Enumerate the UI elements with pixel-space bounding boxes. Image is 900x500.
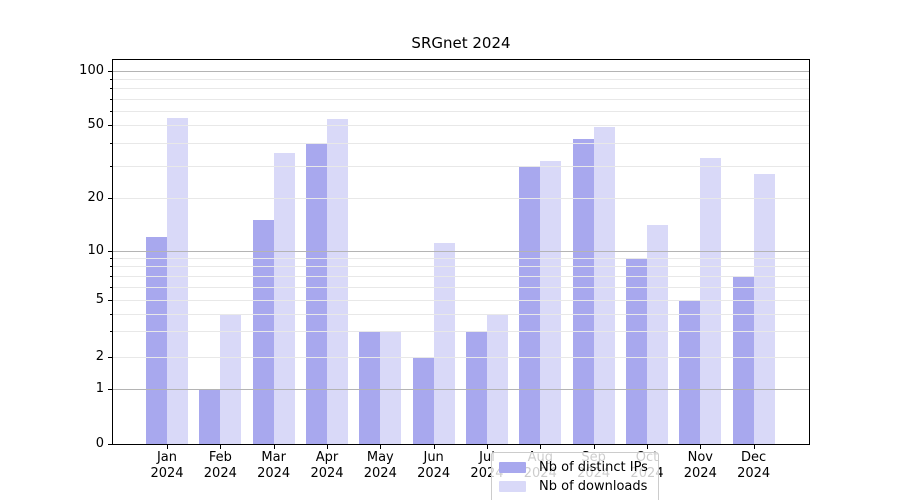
gridline-30	[113, 165, 809, 167]
x-tick-label-nov: Nov 2024	[683, 450, 717, 481]
legend-label-downloads: Nb of downloads	[539, 479, 648, 494]
y-minortick-80	[110, 88, 112, 89]
gridline-7	[113, 275, 809, 277]
bar-jun-downloads	[433, 243, 455, 444]
x-tick-label-feb: Feb 2024	[203, 450, 237, 481]
y-tick-2	[108, 357, 112, 358]
x-tick-label-apr: Apr 2024	[310, 450, 344, 481]
chart-title: SRGnet 2024	[411, 34, 511, 52]
y-tick-label-50: 50	[87, 117, 104, 132]
gridline-60	[113, 110, 809, 112]
y-minortick-9	[110, 258, 112, 259]
y-minortick-7	[110, 276, 112, 277]
plot-area: Nb of distinct IPs Nb of downloads	[112, 59, 810, 500]
bar-aug-distinct-ips	[519, 165, 541, 444]
gridline-2	[113, 356, 809, 358]
y-tick-label-1: 1	[95, 380, 104, 396]
y-tick-label-100: 100	[79, 63, 104, 78]
bar-dec-downloads	[753, 174, 775, 444]
x-tick-jan	[167, 445, 168, 449]
y-minortick-3	[110, 331, 112, 332]
x-tick-label-mar: Mar 2024	[257, 450, 291, 481]
bar-aug-downloads	[540, 160, 562, 444]
x-tick-label-dec: Dec 2024	[737, 450, 771, 481]
y-minortick-90	[110, 79, 112, 80]
bar-nov-distinct-ips	[679, 300, 701, 444]
y-minortick-8	[110, 266, 112, 267]
y-tick-label-5: 5	[95, 292, 104, 307]
gridline-1	[113, 388, 809, 390]
gridline-80	[113, 88, 809, 90]
bar-jan-downloads	[167, 117, 188, 444]
bar-sep-downloads	[593, 126, 615, 444]
legend-swatch-distinct-ips	[499, 462, 526, 473]
bar-apr-distinct-ips	[305, 142, 327, 444]
x-tick-label-jun: Jun 2024	[417, 450, 451, 481]
gridline-8	[113, 266, 809, 268]
x-tick-aug	[540, 445, 541, 449]
y-tick-20	[108, 198, 112, 199]
y-tick-50	[108, 125, 112, 126]
bar-may-distinct-ips	[359, 331, 381, 444]
legend-row-distinct-ips: Nb of distinct IPs	[499, 458, 649, 477]
y-minortick-70	[110, 99, 112, 100]
x-tick-apr	[327, 445, 328, 449]
y-tick-0	[108, 444, 112, 445]
x-tick-may	[380, 445, 381, 449]
legend-swatch-downloads	[499, 481, 526, 492]
x-tick-nov	[700, 445, 701, 449]
gridline-4	[113, 313, 809, 315]
bar-feb-distinct-ips	[199, 388, 221, 444]
bar-may-downloads	[380, 331, 402, 444]
gridline-20	[113, 198, 809, 199]
gridline-100	[113, 71, 809, 72]
bar-jul-distinct-ips	[465, 331, 487, 444]
legend: Nb of distinct IPs Nb of downloads	[491, 452, 659, 500]
gridline-6	[113, 286, 809, 288]
bar-jun-distinct-ips	[412, 356, 434, 444]
x-tick-mar	[274, 445, 275, 449]
gridline-50	[113, 125, 809, 126]
x-tick-oct	[647, 445, 648, 449]
gridline-90	[113, 79, 809, 81]
legend-row-downloads: Nb of downloads	[499, 477, 649, 496]
y-tick-label-0: 0	[95, 436, 104, 451]
x-tick-feb	[220, 445, 221, 449]
y-minortick-30	[110, 166, 112, 167]
bar-nov-downloads	[700, 158, 722, 444]
bar-mar-downloads	[273, 153, 295, 444]
y-tick-1	[108, 389, 112, 390]
x-tick-sep	[594, 445, 595, 449]
x-tick-label-jan: Jan 2024	[150, 450, 184, 481]
bar-oct-distinct-ips	[625, 258, 647, 444]
x-tick-jun	[434, 445, 435, 449]
bar-sep-distinct-ips	[572, 138, 594, 444]
bar-apr-downloads	[326, 119, 348, 444]
gridline-10	[113, 250, 809, 252]
gridline-40	[113, 142, 809, 144]
legend-label-distinct-ips: Nb of distinct IPs	[539, 460, 648, 475]
y-tick-5	[108, 300, 112, 301]
y-tick-label-10: 10	[87, 242, 104, 258]
gridline-70	[113, 98, 809, 100]
y-minortick-6	[110, 287, 112, 288]
bar-jul-downloads	[486, 313, 508, 444]
y-tick-label-20: 20	[87, 190, 104, 205]
y-tick-label-2: 2	[95, 348, 104, 364]
gridline-3	[113, 331, 809, 333]
y-tick-10	[108, 251, 112, 252]
x-tick-dec	[754, 445, 755, 449]
bar-feb-downloads	[220, 313, 242, 444]
gridline-9	[113, 258, 809, 260]
y-minortick-60	[110, 111, 112, 112]
gridline-5	[113, 300, 809, 301]
x-tick-label-may: May 2024	[363, 450, 397, 481]
bar-dec-distinct-ips	[732, 275, 754, 444]
y-minortick-4	[110, 314, 112, 315]
x-tick-jul	[487, 445, 488, 449]
y-minortick-40	[110, 143, 112, 144]
y-tick-100	[108, 71, 112, 72]
bar-jan-distinct-ips	[146, 236, 167, 444]
